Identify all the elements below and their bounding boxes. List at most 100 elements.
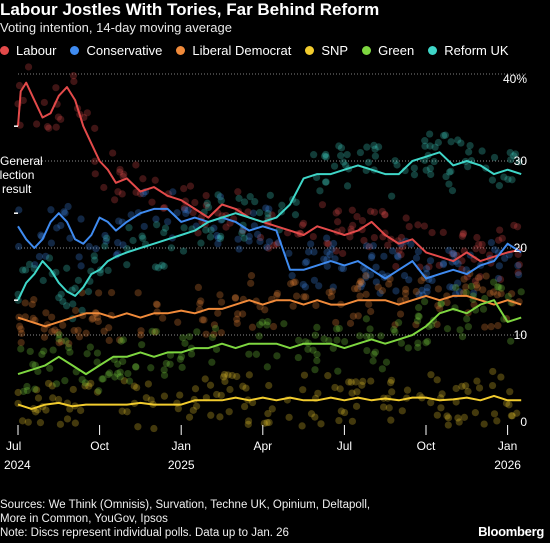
poll-disc xyxy=(91,170,99,178)
poll-disc xyxy=(228,371,236,380)
poll-disc xyxy=(414,339,422,347)
poll-disc xyxy=(517,288,525,296)
poll-disc xyxy=(423,288,431,296)
poll-disc xyxy=(415,304,423,312)
poll-disc xyxy=(206,233,215,241)
poll-disc xyxy=(46,364,54,372)
poll-disc xyxy=(391,321,399,329)
legend-swatch-conservative xyxy=(70,46,80,55)
poll-disc xyxy=(222,223,230,231)
poll-disc xyxy=(238,229,246,237)
poll-disc xyxy=(144,380,152,388)
poll-disc xyxy=(263,363,271,371)
poll-disc xyxy=(134,423,142,431)
poll-disc xyxy=(102,237,110,245)
poll-disc xyxy=(173,209,181,217)
poll-disc xyxy=(30,296,38,304)
poll-disc xyxy=(129,236,137,245)
bloomberg-logo: Bloomberg xyxy=(478,524,544,539)
poll-disc xyxy=(379,403,388,411)
poll-disc xyxy=(426,130,434,138)
poll-disc xyxy=(288,272,296,280)
poll-disc xyxy=(378,365,386,373)
poll-disc xyxy=(316,187,324,195)
poll-disc xyxy=(26,347,34,356)
poll-disc xyxy=(88,315,96,323)
legend-label-conservative: Conservative xyxy=(86,43,163,58)
poll-disc xyxy=(301,283,309,291)
poll-disc xyxy=(153,301,161,309)
poll-disc xyxy=(433,411,441,419)
poll-disc xyxy=(414,221,422,229)
poll-disc xyxy=(256,233,265,242)
poll-disc xyxy=(454,414,462,422)
poll-disc xyxy=(104,370,112,379)
poll-disc xyxy=(264,410,272,418)
poll-disc xyxy=(78,376,86,384)
y-tick-label: 10 xyxy=(514,328,528,342)
poll-disc xyxy=(324,240,332,248)
poll-disc xyxy=(507,412,516,420)
poll-disc xyxy=(341,161,350,169)
poll-disc xyxy=(150,424,158,433)
poll-disc xyxy=(323,234,331,242)
poll-disc xyxy=(202,226,210,234)
poll-disc xyxy=(337,144,346,152)
poll-disc xyxy=(332,209,340,217)
poll-disc xyxy=(473,377,481,385)
poll-disc xyxy=(394,253,402,261)
poll-disc xyxy=(334,207,343,215)
poll-disc xyxy=(394,319,403,327)
poll-disc xyxy=(490,153,499,162)
poll-disc xyxy=(449,283,457,292)
poll-disc xyxy=(458,382,466,390)
poll-disc xyxy=(445,180,453,188)
poll-disc xyxy=(367,307,375,316)
poll-disc xyxy=(487,323,495,331)
poll-disc xyxy=(422,265,431,273)
poll-disc xyxy=(248,323,257,331)
poll-disc xyxy=(356,292,364,300)
poll-disc xyxy=(356,332,364,340)
poll-disc xyxy=(438,390,446,398)
poll-disc xyxy=(119,336,127,344)
poll-disc xyxy=(369,357,377,365)
poll-disc xyxy=(160,366,168,374)
poll-disc xyxy=(381,210,389,219)
poll-disc xyxy=(103,234,111,242)
poll-disc xyxy=(216,234,224,243)
poll-disc xyxy=(83,350,91,358)
poll-disc xyxy=(427,399,435,407)
poll-disc xyxy=(160,262,168,270)
poll-disc xyxy=(91,157,99,165)
poll-disc xyxy=(266,191,274,199)
poll-disc xyxy=(391,328,399,336)
poll-disc xyxy=(298,422,306,430)
poll-disc xyxy=(369,242,377,250)
poll-disc xyxy=(436,305,444,313)
poll-disc xyxy=(100,183,108,192)
poll-disc xyxy=(45,124,53,132)
poll-disc xyxy=(273,289,282,298)
poll-disc xyxy=(278,201,286,209)
poll-disc xyxy=(439,259,448,268)
poll-disc xyxy=(214,234,222,242)
poll-disc xyxy=(130,382,138,390)
poll-disc xyxy=(445,246,453,254)
poll-disc xyxy=(474,274,483,282)
poll-disc xyxy=(19,266,27,274)
poll-disc xyxy=(233,319,241,327)
poll-disc xyxy=(464,163,472,171)
poll-disc xyxy=(382,358,391,366)
poll-disc xyxy=(48,313,56,321)
poll-disc xyxy=(64,202,72,211)
sources-line-2: More in Common, YouGov, Ipsos xyxy=(0,513,168,525)
poll-disc xyxy=(473,233,481,242)
poll-disc xyxy=(15,206,23,214)
poll-disc xyxy=(337,264,346,272)
poll-disc xyxy=(69,300,77,308)
poll-disc xyxy=(164,218,172,226)
poll-disc xyxy=(358,381,366,389)
poll-disc xyxy=(349,312,357,320)
sources-note: Sources: We Think (Omnisis), Survation, … xyxy=(0,498,370,540)
